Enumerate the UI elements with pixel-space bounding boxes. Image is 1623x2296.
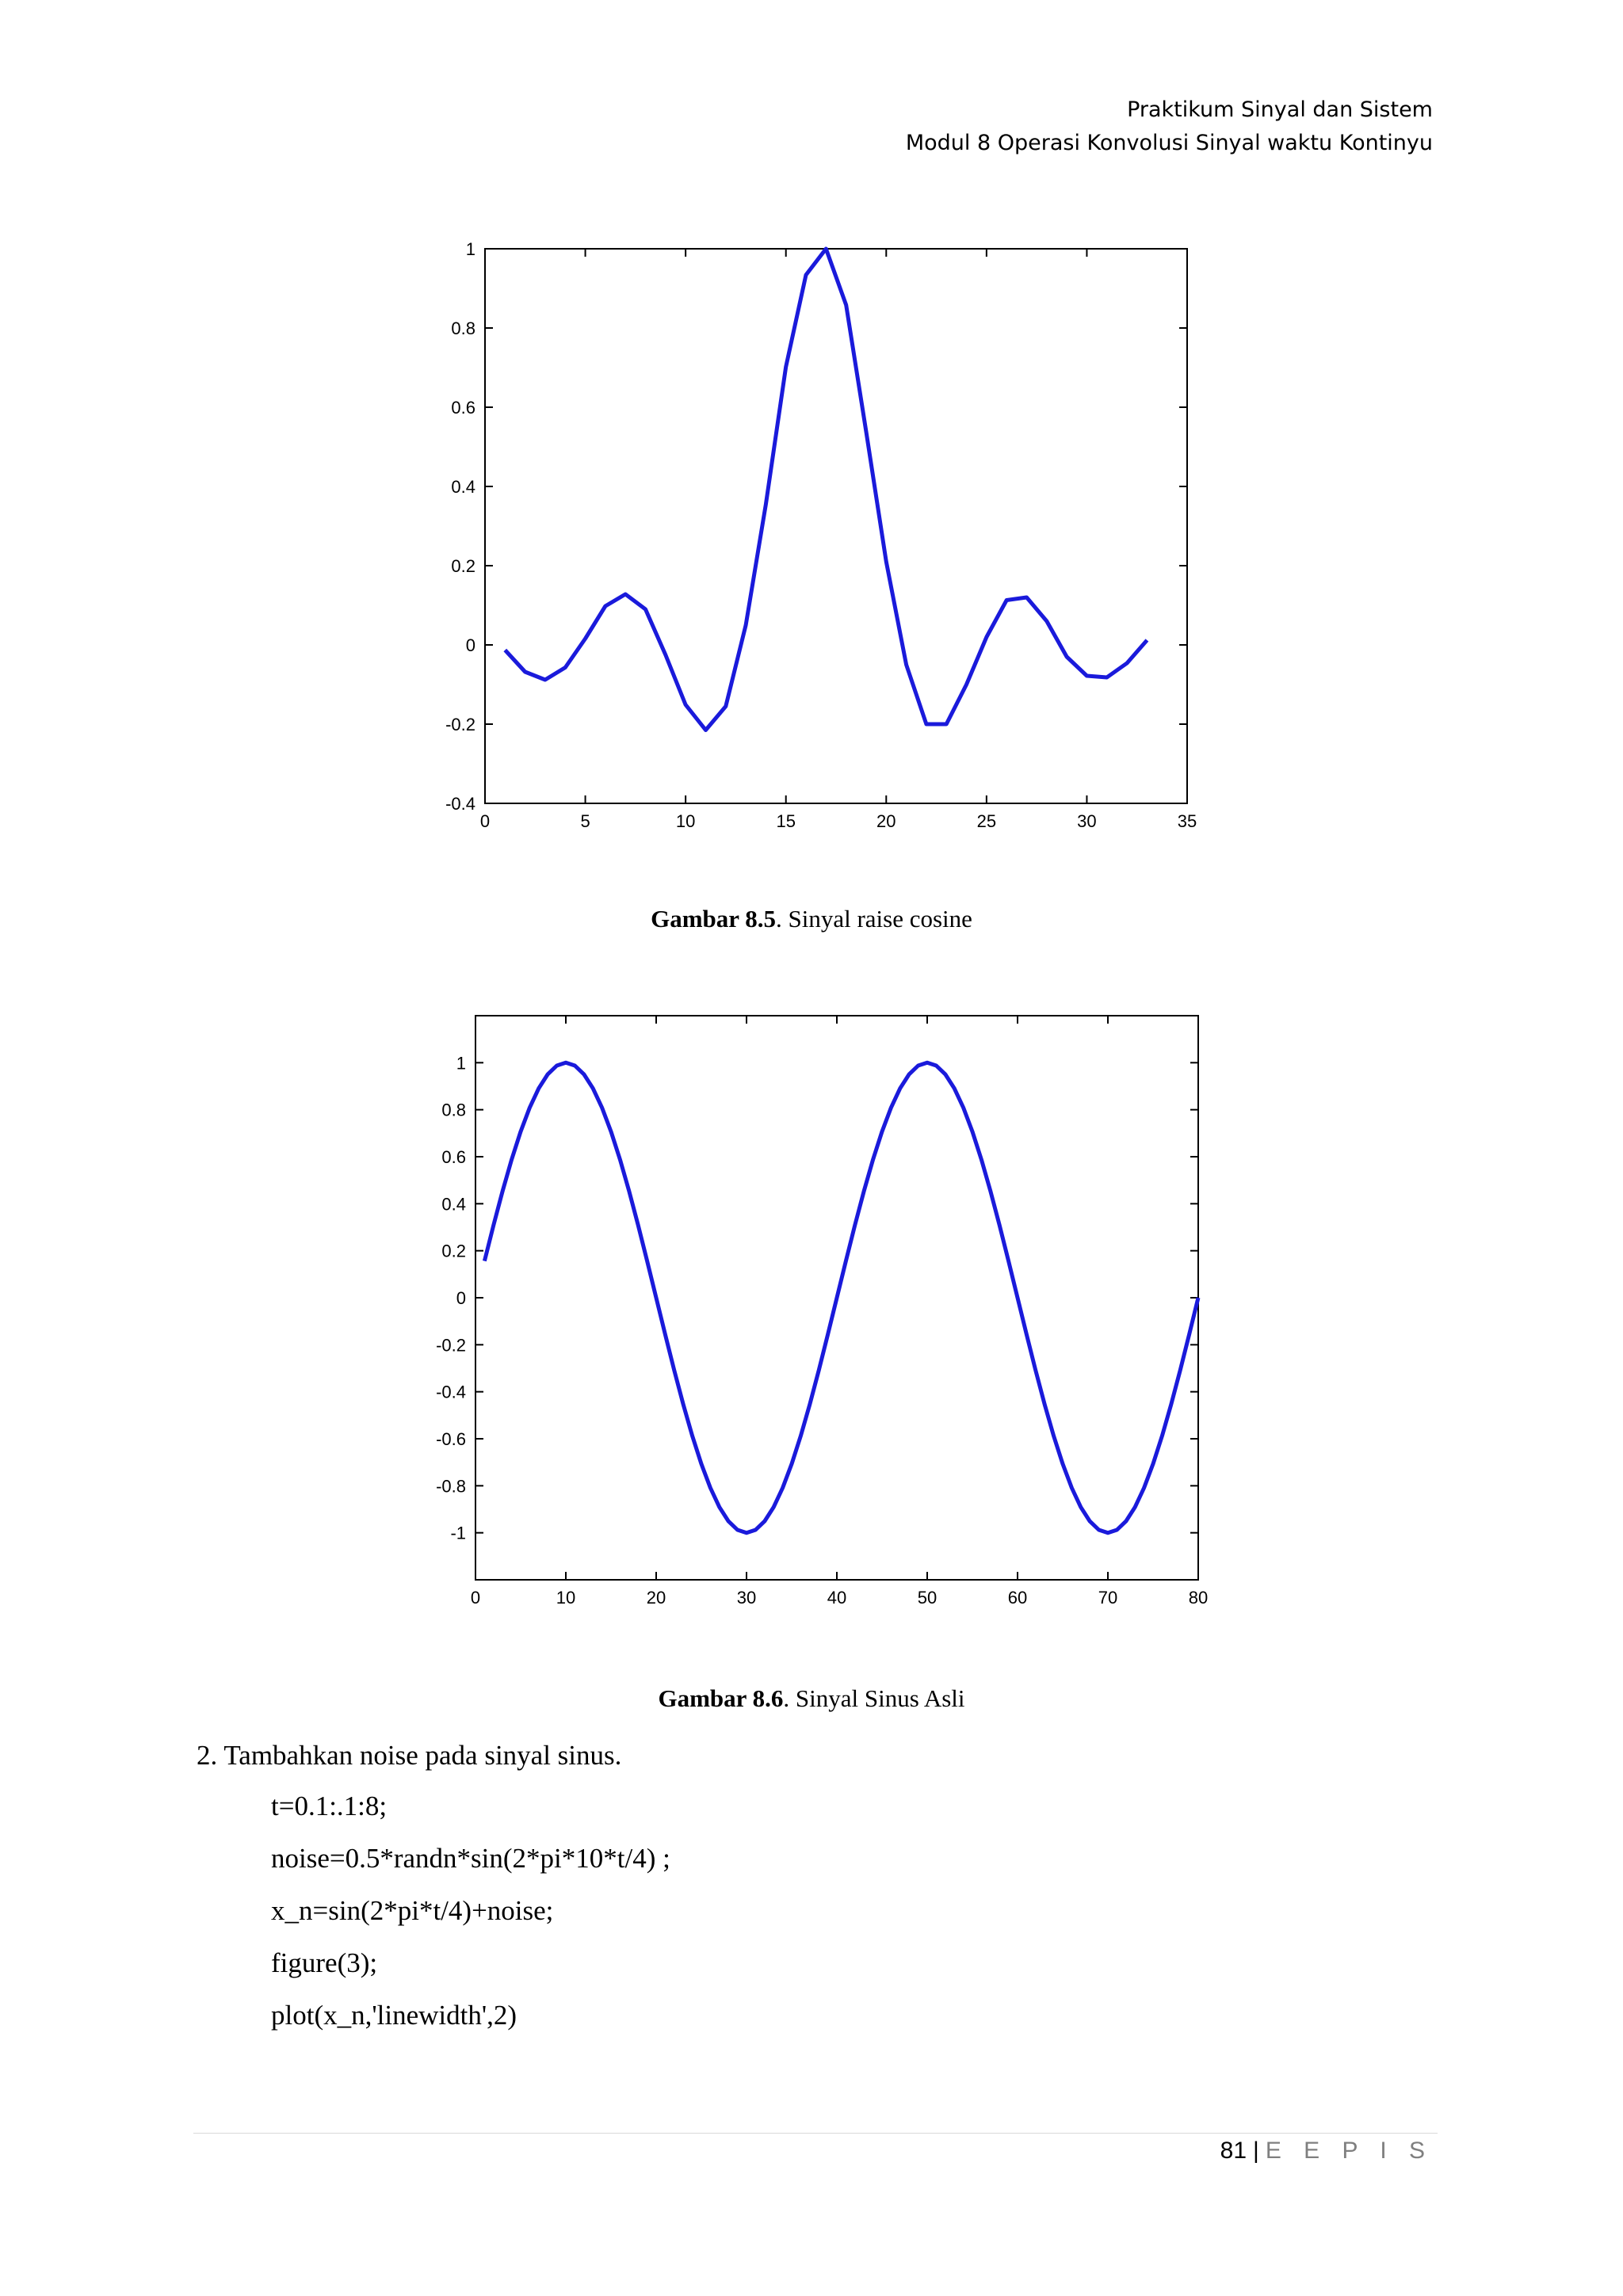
y-tick-label: 0.4: [451, 477, 475, 497]
series-line: [503, 246, 1149, 732]
running-header: Praktikum Sinyal dan Sistem Modul 8 Oper…: [906, 93, 1433, 160]
code-line: figure(3);: [271, 1947, 378, 1978]
footer-separator: |: [1253, 2138, 1259, 2164]
x-tick-label: 10: [676, 811, 695, 831]
code-line: plot(x_n,'linewidth',2): [271, 2000, 517, 2031]
y-tick-label: 0.8: [441, 1100, 466, 1120]
y-tick-label: 1: [456, 1053, 466, 1073]
y-tick-label: -0.8: [436, 1476, 466, 1496]
x-tick-label: 40: [827, 1588, 846, 1608]
figure-caption-8-6: Gambar 8.6. Sinyal Sinus Asli: [0, 1684, 1623, 1713]
y-tick-label: 0: [456, 1288, 466, 1308]
y-tick-label: 0.2: [451, 556, 475, 576]
x-tick-label: 30: [1077, 811, 1096, 831]
y-tick-label: 0.4: [441, 1194, 466, 1214]
y-tick-label: -0.2: [436, 1335, 466, 1355]
header-course-title: Praktikum Sinyal dan Sistem: [1127, 97, 1433, 122]
x-tick-label: 5: [580, 811, 590, 831]
y-tick-label: 0.6: [451, 398, 475, 418]
figure-number: Gambar 8.6: [658, 1684, 784, 1712]
y-tick-label: 0.8: [451, 318, 475, 338]
footer-org: E E P I S: [1265, 2138, 1433, 2164]
x-tick-label: 35: [1178, 811, 1197, 831]
x-tick-label: 70: [1098, 1588, 1117, 1608]
footer-divider: [193, 2133, 1438, 2134]
sine-chart: 0 10 20 30 40 50 60 70 80 -1 -0.8 -0.6 -0.4 -0.2 0 0.2 0…: [420, 1008, 1228, 1622]
x-tick-label: 0: [480, 811, 490, 831]
x-tick-label: 0: [471, 1588, 480, 1608]
y-tick-label: 1: [466, 239, 475, 259]
code-line: noise=0.5*randn*sin(2*pi*10*t/4) ;: [271, 1843, 670, 1874]
step-instruction: 2. Tambahkan noise pada sinyal sinus.: [197, 1740, 622, 1771]
y-tick-label: 0.6: [441, 1147, 466, 1167]
figure-description: . Sinyal Sinus Asli: [783, 1684, 965, 1712]
y-tick-label: 0: [466, 635, 475, 655]
x-tick-label: 80: [1189, 1588, 1208, 1608]
figure-number: Gambar 8.5: [651, 905, 776, 933]
y-tick-label: -0.4: [445, 794, 475, 814]
x-tick-label: 20: [876, 811, 896, 831]
sine-plot: 0 10 20 30 40 50 60 70 80 -1 -0.8 -0.6 -0.4 -0.2 0 0.2 0…: [436, 1015, 1208, 1608]
figure-description: . Sinyal raise cosine: [775, 905, 972, 933]
code-line: x_n=sin(2*pi*t/4)+noise;: [271, 1895, 554, 1926]
y-tick-label: 0.2: [441, 1241, 466, 1261]
code-block: t=0.1:.1:8; noise=0.5*randn*sin(2*pi*10*…: [271, 1791, 670, 2052]
x-tick-label: 25: [977, 811, 996, 831]
x-tick-label: 20: [647, 1588, 666, 1608]
series-line: [482, 1060, 1201, 1535]
x-tick-label: 15: [776, 811, 795, 831]
page-number: 81: [1220, 2138, 1247, 2164]
figure-caption-8-5: Gambar 8.5. Sinyal raise cosine: [0, 905, 1623, 933]
plot-frame: [484, 248, 1188, 804]
y-tick-label: -1: [450, 1524, 466, 1543]
raised-cosine-chart: 0 5 10 15 20 25 30 35 -0.4 -0.2 0 0.2 0.4 0.6 0.8 1: [428, 238, 1220, 852]
header-module-title: Modul 8 Operasi Konvolusi Sinyal waktu K…: [905, 131, 1433, 155]
page-footer: 81 | E E P I S: [1220, 2138, 1433, 2164]
raised-cosine-plot: 0 5 10 15 20 25 30 35 -0.4 -0.2 0 0.2 0.4 0.6 0.8 1: [445, 239, 1197, 831]
x-tick-label: 50: [918, 1588, 937, 1608]
x-tick-label: 30: [737, 1588, 756, 1608]
y-tick-label: -0.6: [436, 1429, 466, 1449]
x-tick-label: 10: [556, 1588, 575, 1608]
x-tick-label: 60: [1008, 1588, 1027, 1608]
y-tick-label: -0.4: [436, 1383, 466, 1402]
code-line: t=0.1:.1:8;: [271, 1791, 388, 1821]
y-tick-label: -0.2: [445, 715, 475, 734]
